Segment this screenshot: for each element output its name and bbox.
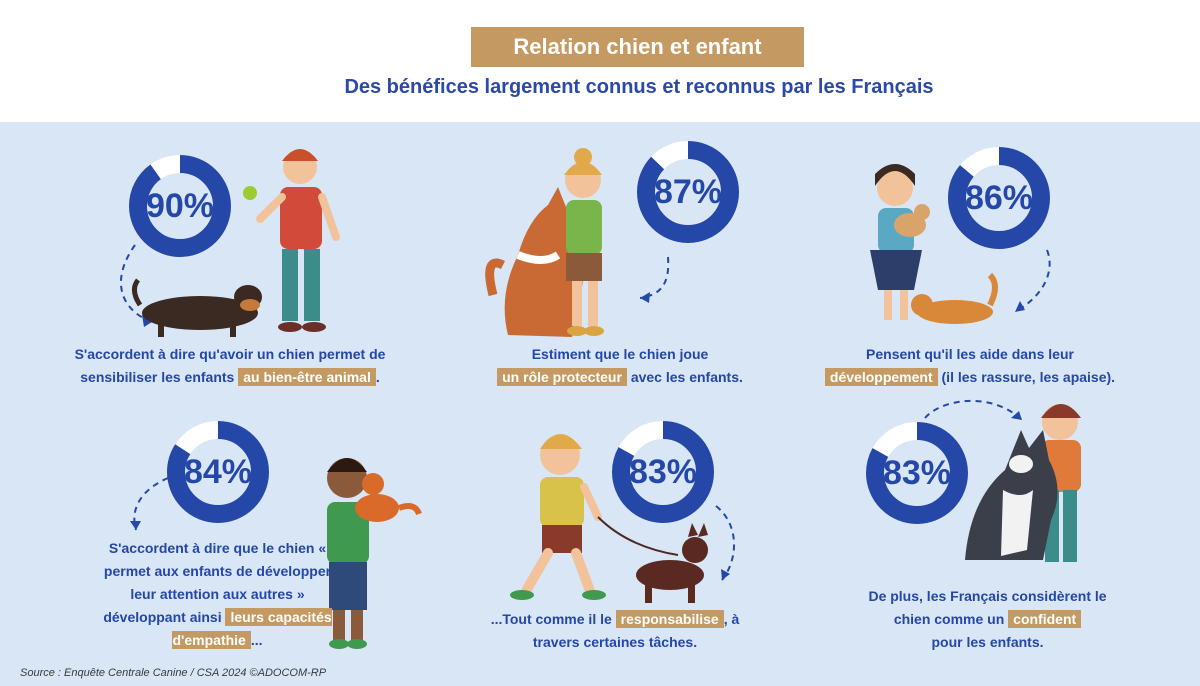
donut-chart — [167, 421, 269, 523]
caption-highlight: responsabilise — [615, 610, 724, 628]
caption-5: ...Tout comme il le responsabilise, à tr… — [480, 608, 750, 654]
girl-holding-puppy-illustration — [870, 164, 998, 324]
stat-value: 86% — [964, 178, 1034, 217]
arrow-3-head — [1015, 301, 1025, 312]
boy-with-husky-illustration — [965, 404, 1081, 562]
caption-text-after: avec les enfants. — [630, 369, 743, 385]
caption-text-after: pour les enfants. — [931, 634, 1044, 650]
arrow-3 — [1014, 249, 1051, 313]
caption-1: S'accordent à dire qu'avoir un chien per… — [60, 343, 400, 389]
stat-ring-83-a: 83% — [610, 419, 716, 525]
source-note: Source : Enquête Centrale Canine / CSA 2… — [20, 667, 327, 679]
stat-value: 90% — [145, 186, 215, 225]
arrow-6-head — [1011, 411, 1022, 420]
caption-text: Estiment que le chien joue — [531, 346, 709, 362]
arrow-6 — [924, 399, 1023, 421]
arrow-2-head — [640, 292, 650, 303]
header: Relation chien et enfant Des bénéfices l… — [0, 0, 1200, 122]
stat-ring-90: 90% — [127, 153, 233, 259]
caption-highlight: au bien-être animal — [238, 368, 376, 386]
caption-text: ...Tout comme il le — [490, 611, 612, 627]
donut-chart — [612, 421, 714, 523]
caption-highlight: confident — [1008, 610, 1082, 628]
caption-text-after: . — [375, 369, 380, 385]
stat-ring-84: 84% — [165, 419, 271, 525]
caption-text-after: (il les rassure, les apaise). — [941, 369, 1116, 385]
page-title: Relation chien et enfant — [471, 27, 804, 67]
boy-with-dachshund-illustration — [132, 149, 340, 337]
boy-hugging-puppy-illustration — [327, 458, 422, 649]
stat-value: 87% — [653, 172, 723, 211]
caption-text: De plus, les Français considèrent le chi… — [868, 588, 1107, 627]
boy-walking-dog-illustration — [510, 434, 708, 603]
donut-chart — [948, 147, 1050, 249]
donut-chart — [129, 155, 231, 257]
arrow-1-head — [142, 315, 152, 327]
caption-3: Pensent qu'il les aide dans leur dévelop… — [815, 343, 1125, 389]
arrow-4 — [133, 477, 169, 531]
arrow-1 — [119, 244, 153, 323]
caption-highlight: développement — [824, 368, 938, 386]
caption-text: S'accordent à dire qu'avoir un chien per… — [74, 346, 386, 385]
caption-text-after: ... — [250, 632, 263, 648]
stat-ring-83-b: 83% — [864, 420, 970, 526]
caption-4: S'accordent à dire que le chien « permet… — [90, 537, 345, 652]
donut-chart — [637, 141, 739, 243]
caption-text: S'accordent à dire que le chien « permet… — [103, 540, 332, 625]
arrow-5-head — [721, 569, 730, 580]
caption-text-after: , à travers certaines tâches. — [532, 611, 740, 650]
arrow-4-head — [130, 521, 141, 530]
stat-ring-87: 87% — [635, 139, 741, 245]
arrow-2 — [639, 256, 670, 299]
stat-value: 84% — [183, 452, 253, 491]
caption-highlight: un rôle protecteur — [497, 368, 627, 386]
stat-value: 83% — [882, 453, 952, 492]
stat-value: 83% — [628, 452, 698, 491]
girl-with-dog-illustration — [485, 148, 604, 337]
stat-ring-86: 86% — [946, 145, 1052, 251]
page-subtitle: Des bénéfices largement connus et reconn… — [344, 76, 934, 98]
caption-text: Pensent qu'il les aide dans leur — [866, 346, 1074, 362]
donut-chart — [866, 422, 968, 524]
caption-2: Estiment que le chien joue un rôle prote… — [490, 343, 750, 389]
caption-6: De plus, les Français considèrent le chi… — [855, 585, 1120, 654]
